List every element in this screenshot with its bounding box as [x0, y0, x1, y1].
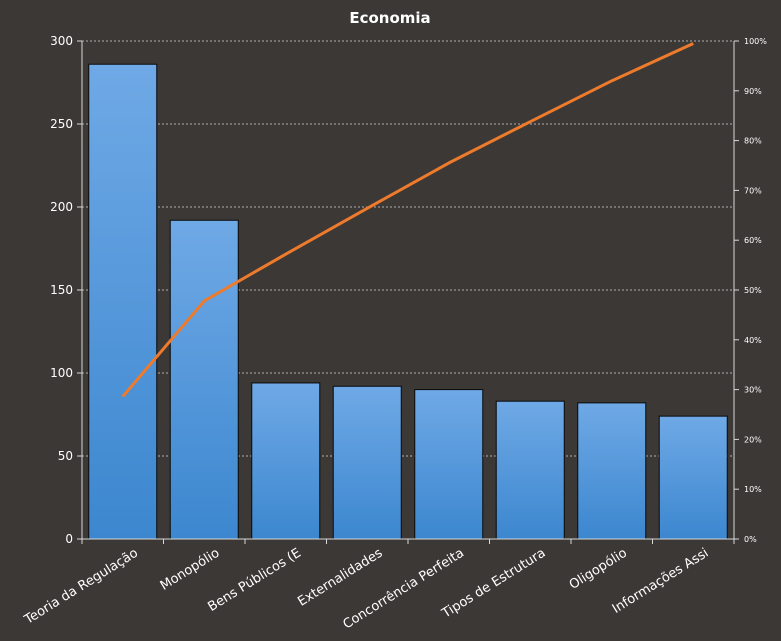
- y2-axis-tick-labels: 0% 10% 20% 30% 40% 50% 60% 70% 80% 90% 100%: [744, 37, 767, 544]
- y-tick-label: 50: [58, 449, 73, 463]
- bar: [414, 389, 484, 540]
- y2-tick-label: 90%: [744, 87, 762, 96]
- chart-title: Economia: [349, 9, 430, 27]
- axes: [77, 40, 739, 544]
- y2-tick-label: 70%: [744, 186, 762, 195]
- x-tick-label: Teoria da Regulação: [21, 546, 141, 629]
- y-axis-tick-labels: 0 50 100 150 200 250 300: [50, 34, 73, 546]
- x-tick-label: Monopólio: [158, 546, 223, 594]
- x-tick-label: Oligopólio: [567, 546, 630, 593]
- y2-tick-label: 40%: [744, 336, 762, 345]
- y-tick-label: 150: [50, 283, 73, 297]
- bars: [88, 63, 728, 540]
- y2-tick-label: 50%: [744, 286, 762, 295]
- bar: [251, 382, 321, 540]
- y-tick-label: 300: [50, 34, 73, 48]
- y2-tick-label: 60%: [744, 236, 762, 245]
- y2-tick-label: 80%: [744, 137, 762, 146]
- y2-tick-label: 0%: [744, 535, 757, 544]
- cumulative-line-path: [121, 42, 694, 398]
- y-tick-label: 250: [50, 117, 73, 131]
- bar: [332, 385, 402, 540]
- y-tick-label: 200: [50, 200, 73, 214]
- y-tick-label: 100: [50, 366, 73, 380]
- bar: [658, 415, 728, 540]
- y2-tick-label: 20%: [744, 435, 762, 444]
- bar: [577, 402, 647, 540]
- bar: [495, 400, 565, 540]
- cumulative-line: [121, 42, 694, 398]
- y2-tick-label: 30%: [744, 386, 762, 395]
- y2-tick-label: 100%: [744, 37, 767, 46]
- y-tick-label: 0: [65, 532, 73, 546]
- y2-tick-label: 10%: [744, 485, 762, 494]
- bar: [169, 219, 239, 540]
- bar: [88, 63, 158, 540]
